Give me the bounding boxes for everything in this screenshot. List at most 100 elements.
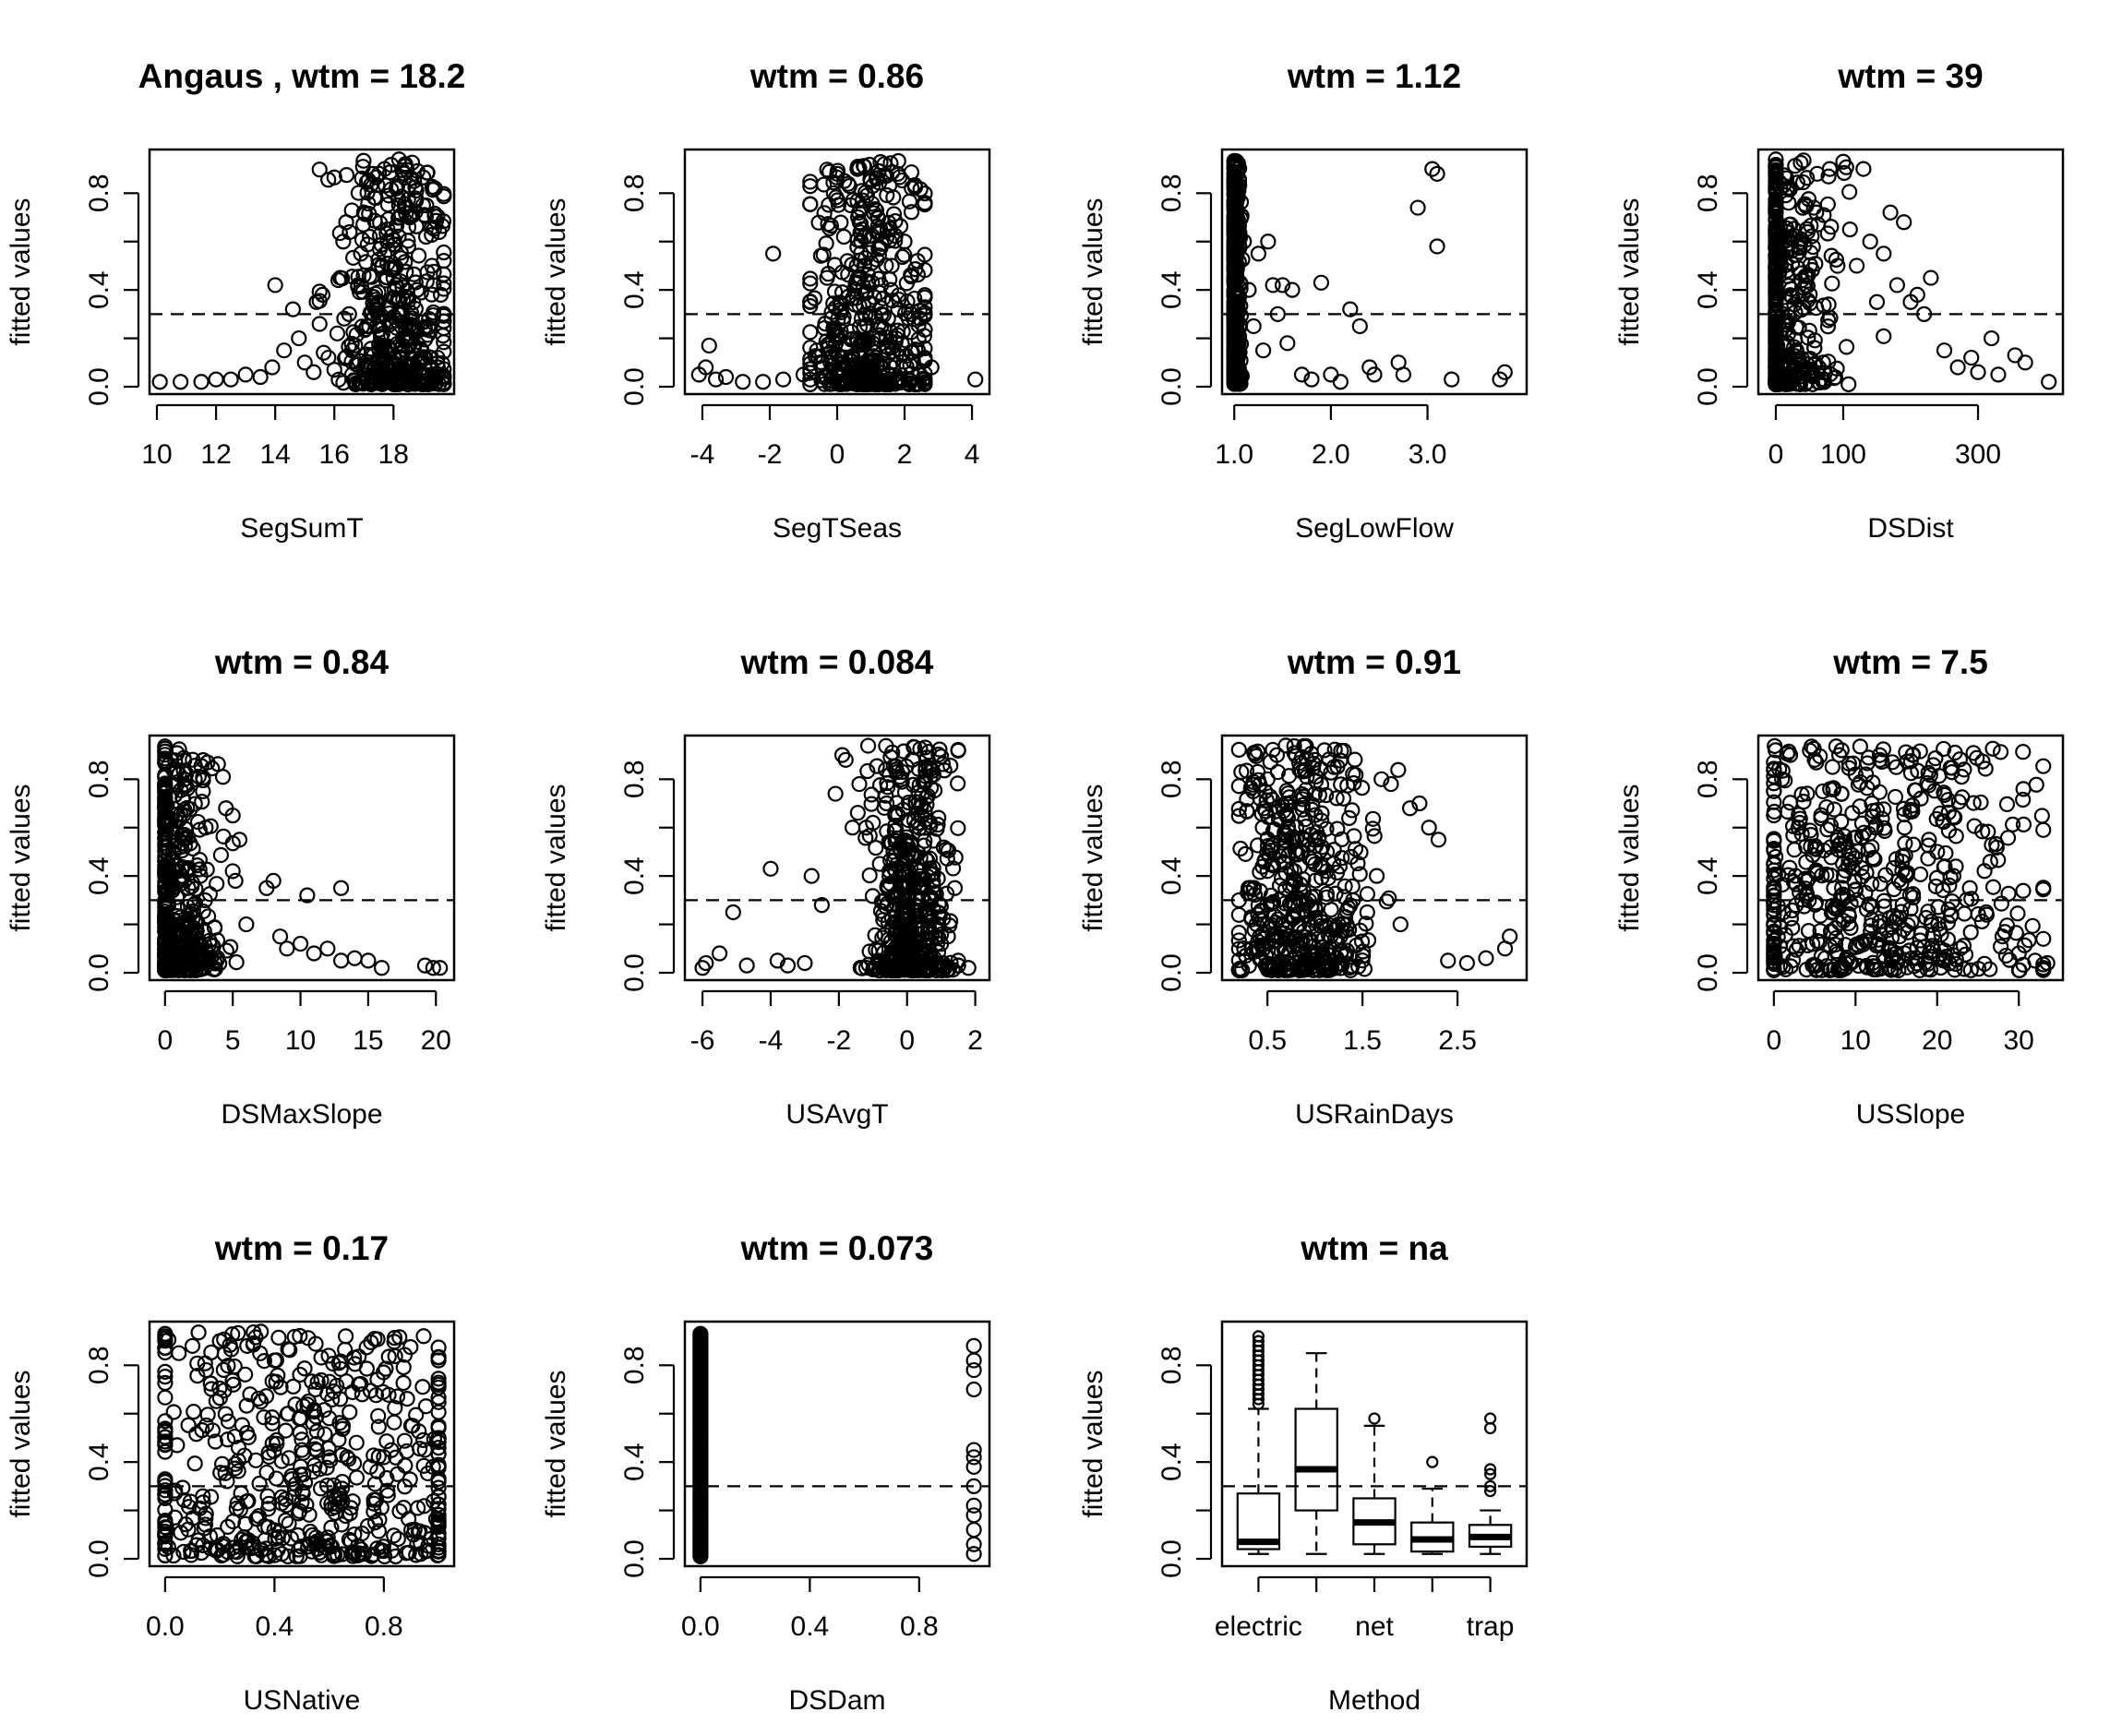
- data-point: [2035, 930, 2052, 947]
- data-point: [871, 331, 888, 348]
- data-point: [2024, 917, 2041, 934]
- data-point: [701, 337, 717, 354]
- data-point: [1928, 869, 1946, 886]
- data-point: [965, 1546, 982, 1562]
- plot-frame: [683, 1320, 991, 1568]
- data-point: [419, 164, 436, 181]
- data-point: [227, 872, 244, 890]
- data-point: [1793, 302, 1810, 318]
- data-point: [1236, 233, 1253, 250]
- data-point: [422, 322, 438, 339]
- data-point: [184, 1337, 201, 1354]
- data-point: [358, 317, 376, 335]
- data-point: [1828, 251, 1844, 268]
- data-point: [434, 355, 450, 372]
- x-axis: -6 -4 -2 0 2: [690, 989, 983, 1056]
- data-point: [823, 304, 840, 320]
- x-tick-label: 2: [967, 1025, 983, 1056]
- data-point: [1970, 364, 1986, 380]
- data-point: [348, 1469, 366, 1486]
- data-point: [1992, 744, 2009, 760]
- y-tick-label: 0.0: [84, 1539, 114, 1578]
- data-point: [856, 318, 872, 335]
- data-point: [350, 277, 366, 293]
- data-point: [359, 185, 376, 201]
- x-axis: 0 5 10 15 20: [157, 989, 451, 1056]
- data-point: [415, 169, 432, 186]
- data-point: [950, 742, 966, 759]
- y-tick-label: 0.0: [1157, 1539, 1187, 1578]
- data-point: [1265, 277, 1281, 293]
- data-point: [1956, 905, 1972, 922]
- data-point: [886, 366, 903, 384]
- data-point: [882, 155, 899, 172]
- plot-frame: [148, 148, 456, 396]
- data-point: [1816, 374, 1832, 390]
- data-point: [1230, 173, 1248, 189]
- data-point: [1231, 177, 1248, 194]
- data-point: [2033, 808, 2050, 824]
- data-point: [237, 366, 254, 383]
- y-tick-label: 0.8: [619, 760, 650, 798]
- data-point: [332, 269, 349, 286]
- data-point: [889, 327, 906, 343]
- data-layer: [157, 1323, 447, 1564]
- y-axis-label: fitted values: [1078, 784, 1109, 931]
- data-point: [377, 161, 393, 177]
- y-tick-label: 0.4: [619, 270, 650, 309]
- x-tick-label: 0.8: [900, 1611, 939, 1642]
- y-tick-label: 0.0: [619, 1539, 650, 1578]
- data-point: [1232, 281, 1249, 297]
- data-point: [1797, 268, 1814, 284]
- data-layer: [157, 738, 449, 978]
- y-tick-label: 0.8: [84, 760, 114, 798]
- x-tick-label: -2: [827, 1025, 852, 1056]
- y-axis: 0.00.40.8: [1693, 760, 1749, 992]
- data-point: [330, 271, 347, 289]
- x-axis: 10 12 14 16 18: [141, 403, 409, 470]
- data-point: [832, 302, 848, 318]
- data-point: [1990, 366, 2007, 383]
- data-point: [1260, 233, 1277, 250]
- data-point: [1226, 251, 1242, 268]
- x-tick-label: 16: [319, 439, 350, 470]
- y-tick-label: 0.0: [84, 953, 114, 992]
- data-point: [903, 204, 920, 221]
- box-iqr: [1294, 1407, 1338, 1512]
- data-point: [393, 207, 410, 223]
- data-point: [165, 1404, 182, 1420]
- y-tick-label: 0.8: [1157, 760, 1187, 798]
- x-axis-label: USNative: [244, 1685, 361, 1716]
- x-tick-label: 0: [1767, 1025, 1782, 1056]
- data-point: [717, 368, 735, 386]
- data-point: [2017, 354, 2033, 371]
- x-tick-label: 100: [1820, 439, 1866, 470]
- x-tick-label: 0.4: [256, 1611, 294, 1642]
- data-point: [1905, 836, 1922, 853]
- x-axis: 1.0 2.0 3.0: [1215, 403, 1446, 470]
- data-point: [395, 1374, 412, 1392]
- data-point: [386, 1527, 402, 1544]
- data-point: [797, 954, 813, 972]
- x-tick-label: 0: [1768, 439, 1784, 470]
- data-point: [385, 269, 402, 286]
- data-point: [357, 206, 374, 222]
- data-point: [427, 212, 445, 229]
- data-point: [390, 228, 407, 245]
- data-point: [1768, 258, 1784, 275]
- data-point: [336, 310, 353, 327]
- data-point: [1232, 194, 1250, 210]
- data-point: [228, 954, 245, 971]
- data-point: [1779, 180, 1795, 197]
- y-axis: 0.00.40.8: [84, 174, 140, 406]
- data-point: [1896, 820, 1912, 836]
- data-point: [1841, 184, 1858, 200]
- data-point: [426, 180, 443, 197]
- x-tick-label: 2.5: [1438, 1025, 1477, 1056]
- data-point: [1768, 236, 1784, 253]
- data-point: [1840, 376, 1857, 392]
- data-point: [1912, 866, 1929, 883]
